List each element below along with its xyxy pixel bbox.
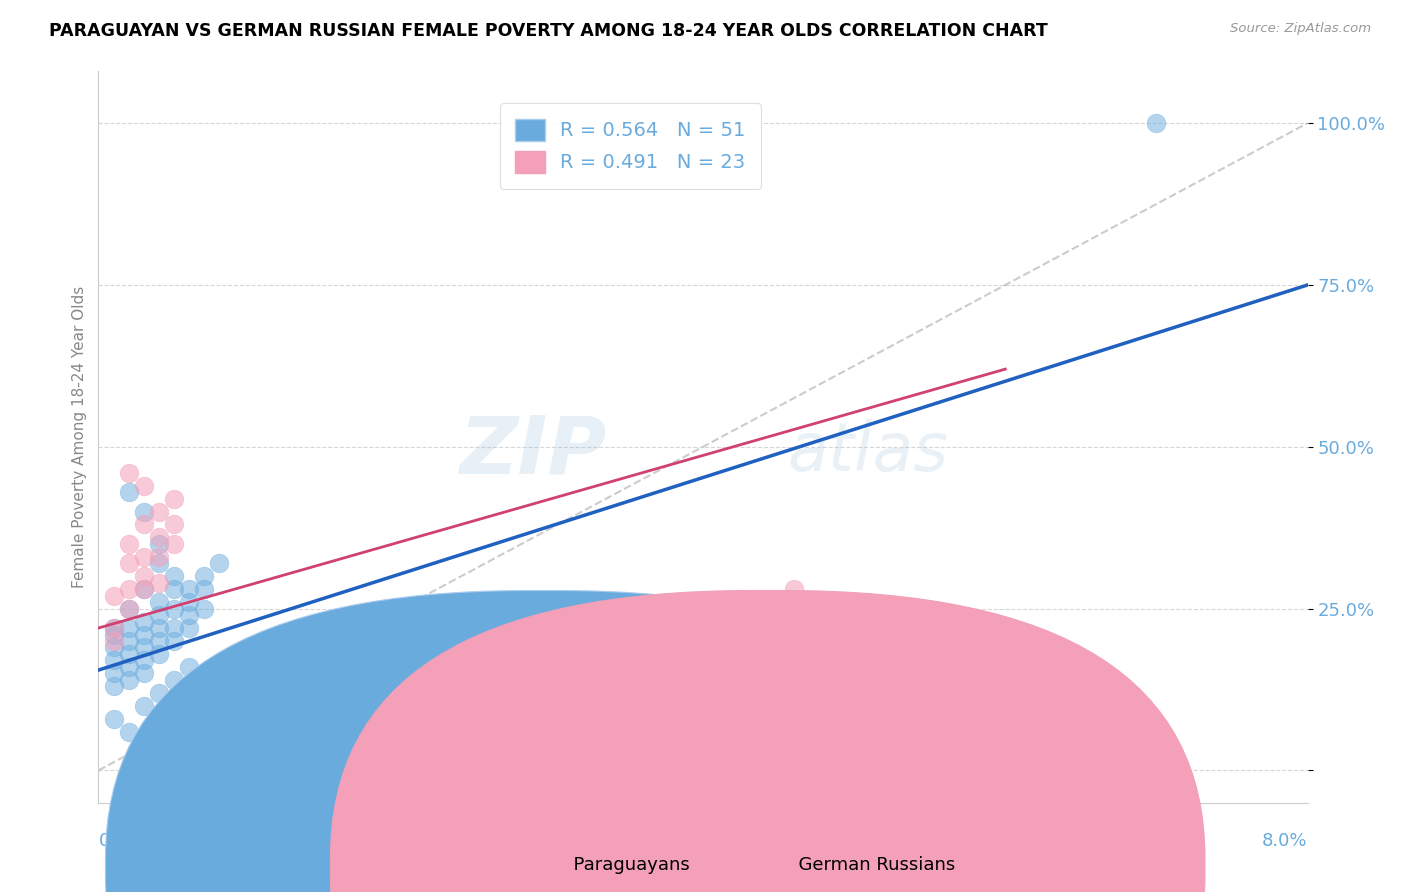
- Point: [193, 569, 215, 583]
- Point: [103, 621, 125, 635]
- Point: [132, 582, 155, 597]
- Point: [103, 640, 125, 655]
- Point: [103, 621, 125, 635]
- Point: [148, 537, 170, 551]
- Text: PARAGUAYAN VS GERMAN RUSSIAN FEMALE POVERTY AMONG 18-24 YEAR OLDS CORRELATION CH: PARAGUAYAN VS GERMAN RUSSIAN FEMALE POVE…: [49, 22, 1047, 40]
- Point: [163, 517, 186, 532]
- Point: [118, 601, 141, 615]
- Point: [118, 621, 141, 635]
- Point: [132, 478, 155, 492]
- Point: [208, 557, 231, 571]
- Point: [179, 621, 201, 635]
- Point: [132, 504, 155, 518]
- Point: [103, 653, 125, 667]
- Text: 8.0%: 8.0%: [1263, 832, 1308, 850]
- Point: [193, 582, 215, 597]
- Point: [132, 517, 155, 532]
- Point: [132, 666, 155, 681]
- Y-axis label: Female Poverty Among 18-24 Year Olds: Female Poverty Among 18-24 Year Olds: [72, 286, 87, 588]
- Point: [163, 673, 186, 687]
- Point: [118, 601, 141, 615]
- Point: [148, 557, 170, 571]
- Point: [1146, 116, 1168, 130]
- Point: [132, 640, 155, 655]
- Point: [148, 647, 170, 661]
- Point: [148, 504, 170, 518]
- Point: [132, 615, 155, 629]
- Text: Paraguayans: Paraguayans: [562, 856, 690, 874]
- Point: [148, 608, 170, 623]
- Point: [118, 466, 141, 480]
- Point: [118, 634, 141, 648]
- Point: [148, 634, 170, 648]
- Point: [148, 530, 170, 544]
- Point: [148, 621, 170, 635]
- Point: [692, 608, 714, 623]
- Point: [103, 589, 125, 603]
- Point: [616, 615, 638, 629]
- Point: [783, 582, 806, 597]
- Point: [179, 595, 201, 609]
- Point: [163, 582, 186, 597]
- Point: [132, 731, 155, 745]
- Point: [179, 660, 201, 674]
- Text: 0.0%: 0.0%: [98, 832, 143, 850]
- Point: [103, 679, 125, 693]
- Point: [132, 653, 155, 667]
- Text: German Russians: German Russians: [787, 856, 956, 874]
- Point: [118, 485, 141, 500]
- Point: [103, 666, 125, 681]
- Point: [163, 601, 186, 615]
- Point: [132, 627, 155, 641]
- Point: [148, 595, 170, 609]
- Point: [163, 569, 186, 583]
- Point: [163, 491, 186, 506]
- Point: [118, 724, 141, 739]
- Point: [118, 537, 141, 551]
- Point: [118, 660, 141, 674]
- Point: [132, 569, 155, 583]
- Point: [118, 673, 141, 687]
- Point: [616, 595, 638, 609]
- Point: [179, 582, 201, 597]
- Text: ZIP: ZIP: [458, 413, 606, 491]
- Point: [148, 575, 170, 590]
- Point: [179, 608, 201, 623]
- Point: [163, 634, 186, 648]
- Point: [163, 718, 186, 732]
- Point: [148, 686, 170, 700]
- Point: [148, 549, 170, 564]
- Point: [163, 718, 186, 732]
- Point: [118, 582, 141, 597]
- Point: [118, 557, 141, 571]
- Point: [193, 601, 215, 615]
- Point: [103, 634, 125, 648]
- Point: [103, 712, 125, 726]
- Text: Source: ZipAtlas.com: Source: ZipAtlas.com: [1230, 22, 1371, 36]
- Point: [132, 549, 155, 564]
- Point: [103, 627, 125, 641]
- Point: [163, 621, 186, 635]
- Point: [163, 537, 186, 551]
- Point: [118, 647, 141, 661]
- Text: atlas: atlas: [787, 418, 949, 484]
- Point: [132, 582, 155, 597]
- Legend: R = 0.564   N = 51, R = 0.491   N = 23: R = 0.564 N = 51, R = 0.491 N = 23: [501, 103, 761, 189]
- Point: [132, 698, 155, 713]
